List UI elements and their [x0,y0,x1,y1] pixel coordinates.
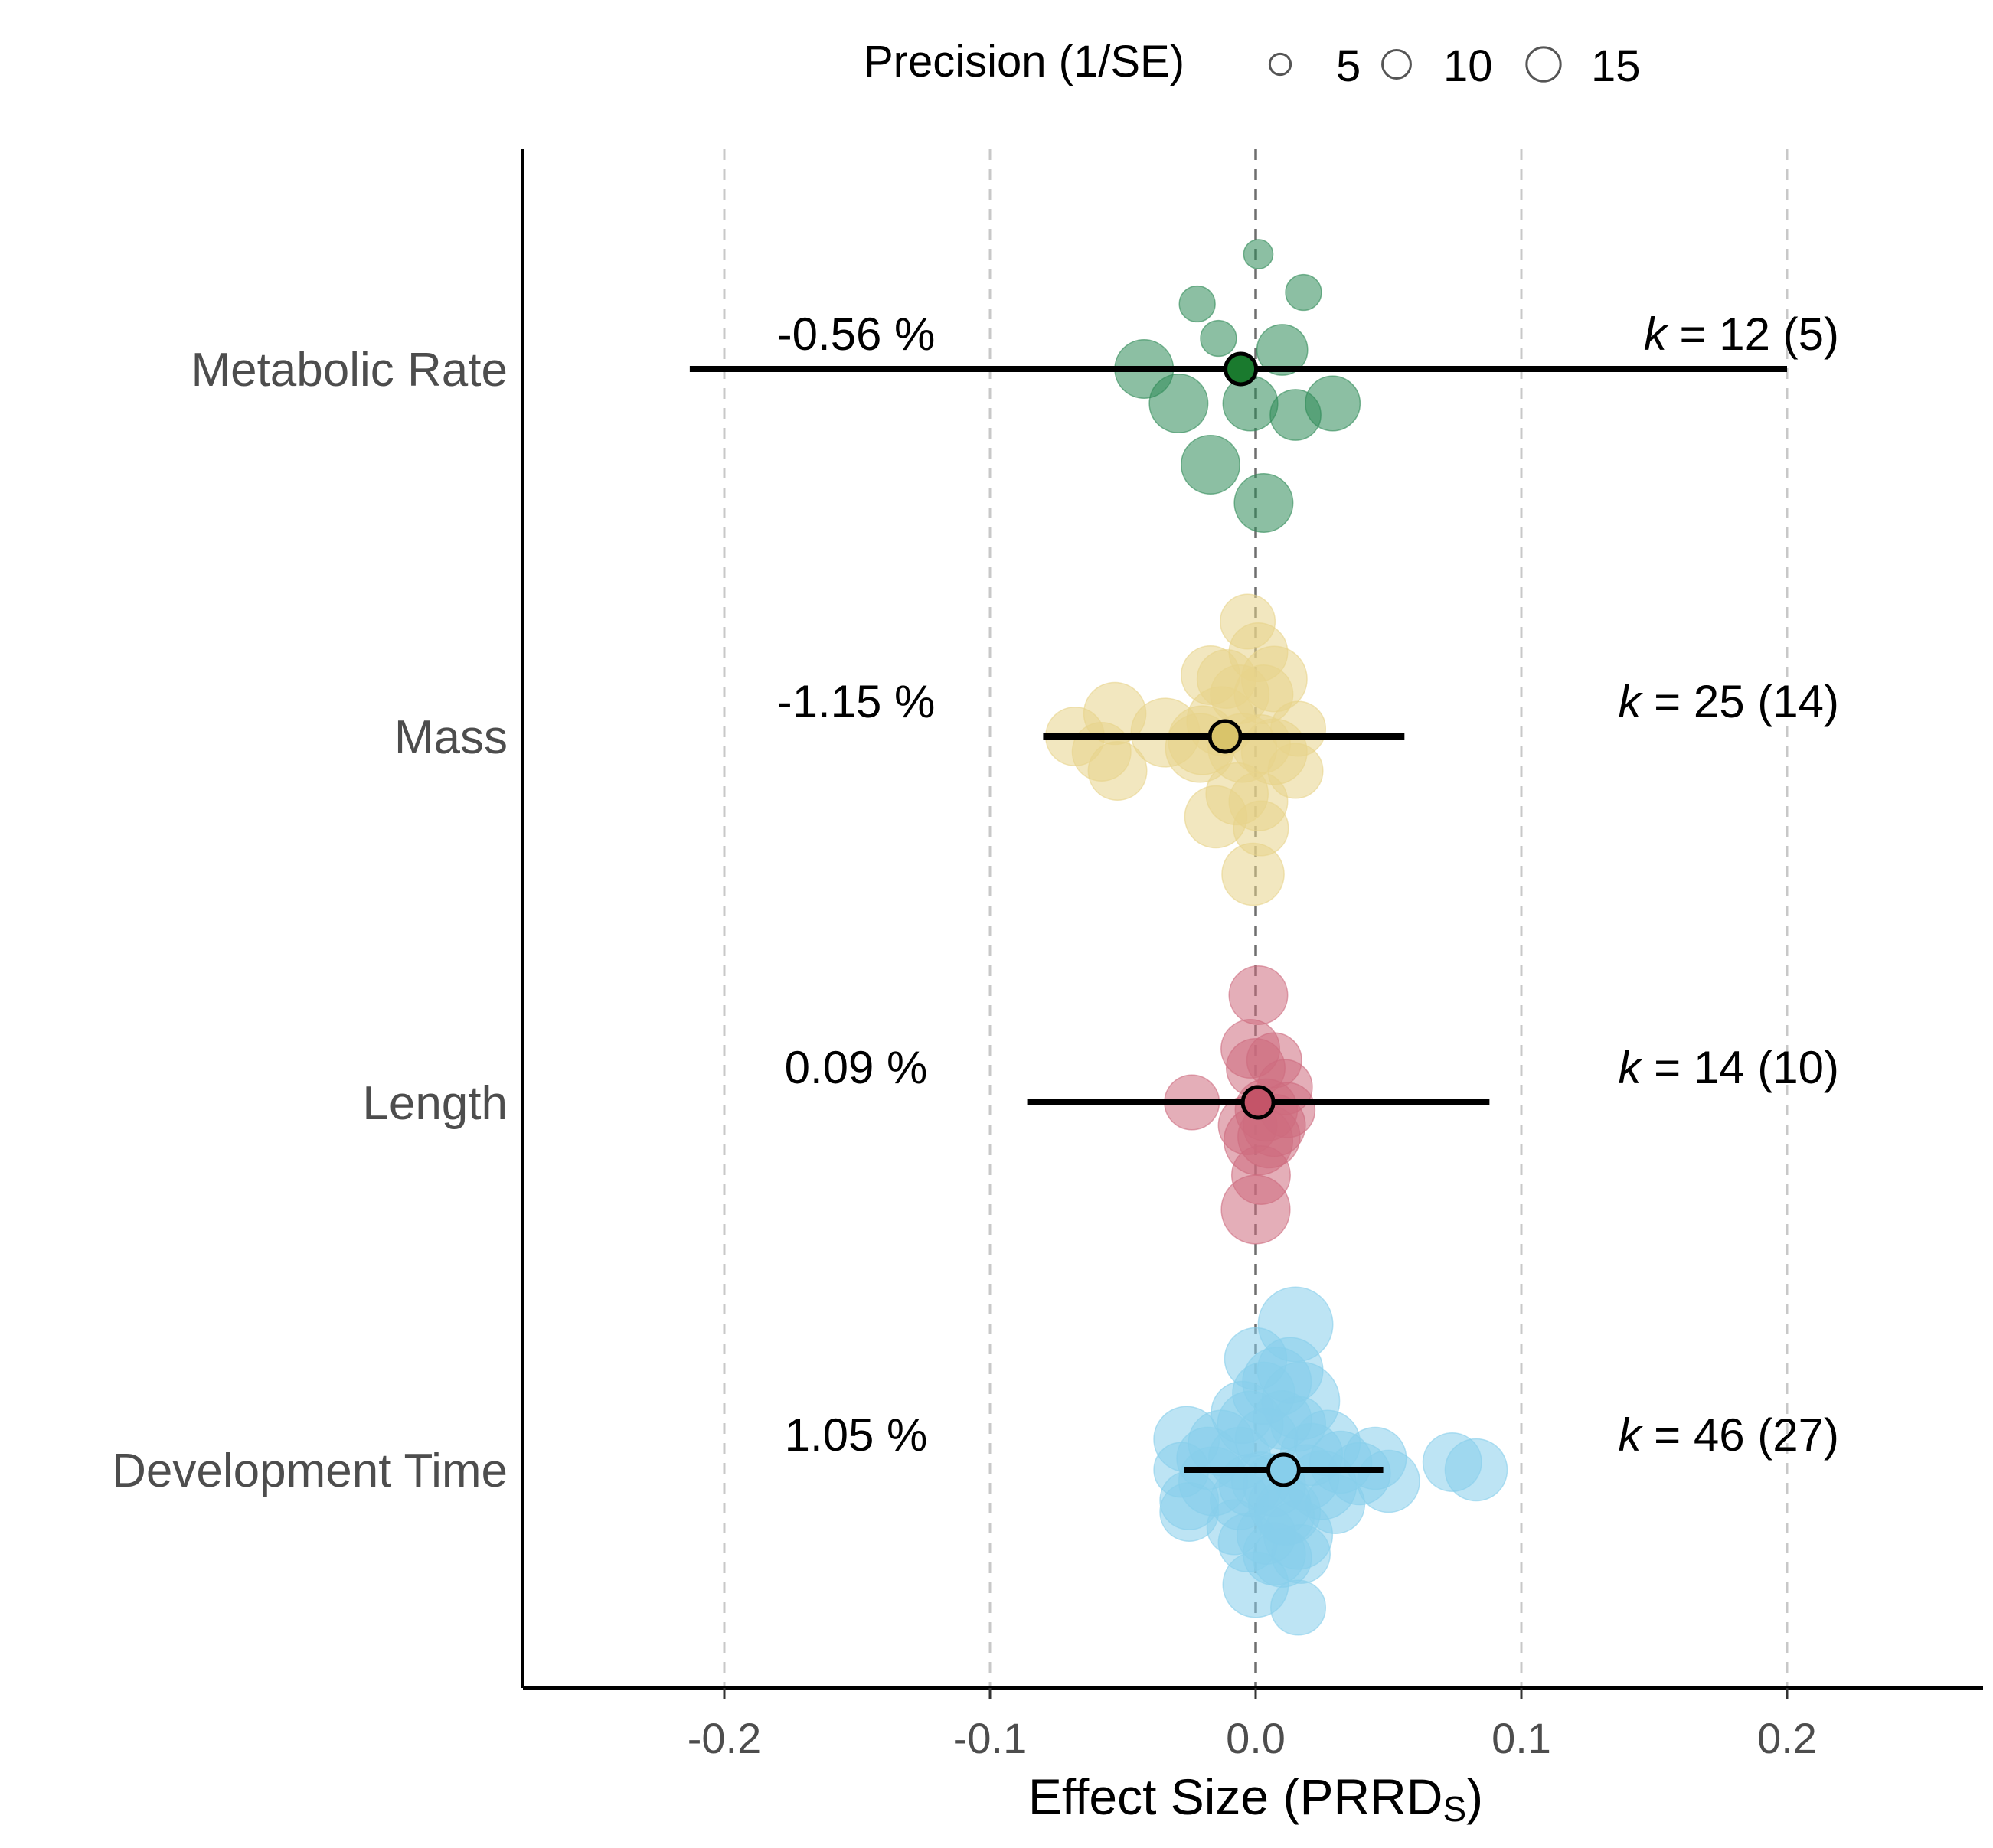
percent-label-mass: -1.15 % [777,676,936,727]
k-symbol: k [1619,1042,1644,1093]
legend-size-15-label: 15 [1591,41,1641,91]
data-point [1178,285,1216,323]
k-symbol: k [1619,676,1644,727]
category-label-length: Length [362,1077,508,1130]
percent-label-metabolic-rate: -0.56 % [777,309,936,360]
data-point [1256,324,1309,376]
estimate-metabolic-rate [1224,351,1259,387]
k-symbol: k [1644,309,1669,360]
category-labels: Metabolic Rate Mass Length Development Time [112,344,508,1497]
x-tick-label: -0.2 [688,1714,762,1762]
percent-labels: -0.56 % -1.15 % 0.09 % 1.05 % [777,309,936,1461]
k-studies: (27) [1757,1409,1839,1461]
estimates [1207,351,1301,1487]
x-tick-label: -0.1 [953,1714,1028,1762]
k-label-development-time: k = 46 (27) [1619,1409,1840,1461]
k-labels: k = 12 (5)k = 25 (14)k = 14 (10)k = 46 (… [1619,309,1840,1461]
x-axis-title-subscript: S [1442,1789,1466,1829]
data-point [1200,319,1237,358]
percent-label-development-time: 1.05 % [785,1409,928,1461]
k-studies: (14) [1757,676,1839,727]
category-label-development-time: Development Time [112,1445,508,1497]
legend-entries: 5 10 15 [1268,41,1641,91]
data-point [1444,1438,1508,1502]
category-label-metabolic-rate: Metabolic Rate [191,344,508,397]
x-axis-title-main: Effect Size (PRRD [1028,1768,1443,1825]
k-label-metabolic-rate: k = 12 (5) [1644,309,1839,360]
x-tick-label: 0.1 [1491,1714,1551,1762]
estimate-development-time [1266,1452,1301,1487]
k-label-mass: k = 25 (14) [1619,676,1840,727]
gridlines [723,149,1789,1688]
data-point [1269,1579,1327,1636]
data-point [1357,1449,1420,1513]
estimate-mass [1207,719,1243,754]
data-point [1220,1174,1291,1245]
k-label-length: k = 14 (10) [1619,1042,1840,1093]
data-point [1255,1486,1315,1546]
legend-size-5-label: 5 [1336,41,1361,91]
k-count: = 14 [1642,1042,1758,1093]
data-point [1087,741,1148,801]
category-label-mass: Mass [394,711,508,764]
points-development-time [1153,1286,1508,1636]
data-point [1222,375,1279,432]
axes [521,149,1983,1699]
data-point [1181,435,1241,495]
data-point [1285,273,1322,312]
data-point [1243,239,1274,269]
legend-size-5-symbol [1268,52,1292,77]
k-studies: (5) [1783,309,1839,360]
legend-size-10-label: 10 [1443,41,1493,91]
estimate-length [1240,1085,1276,1120]
legend-size-10-symbol [1381,49,1412,80]
x-tick-labels: -0.2 -0.1 0.0 0.1 0.2 [688,1714,1817,1762]
data-point [1305,375,1361,432]
x-tick-label: 0.0 [1226,1714,1286,1762]
legend-size-15-symbol [1525,46,1562,83]
k-studies: (10) [1757,1042,1839,1093]
confidence-intervals [689,366,1787,1473]
points-mass [1045,593,1327,906]
data-point [1228,965,1289,1025]
legend-title: Precision (1/SE) [864,37,1184,87]
percent-label-length: 0.09 % [785,1042,928,1093]
k-count: = 25 [1642,676,1758,727]
x-tick-label: 0.2 [1757,1714,1817,1762]
legend: Precision (1/SE) 5 10 15 [864,37,1641,91]
data-point [1148,374,1209,433]
data-point [1221,842,1285,906]
k-count: = 12 [1667,309,1783,360]
x-axis-title-close: ) [1466,1768,1483,1825]
data-points [1045,239,1508,1636]
x-axis-title: Effect Size (PRRDS) [1028,1768,1483,1829]
k-count: = 46 [1642,1409,1758,1461]
points-metabolic-rate [1114,239,1361,533]
k-symbol: k [1619,1409,1644,1461]
data-point [1233,473,1294,533]
